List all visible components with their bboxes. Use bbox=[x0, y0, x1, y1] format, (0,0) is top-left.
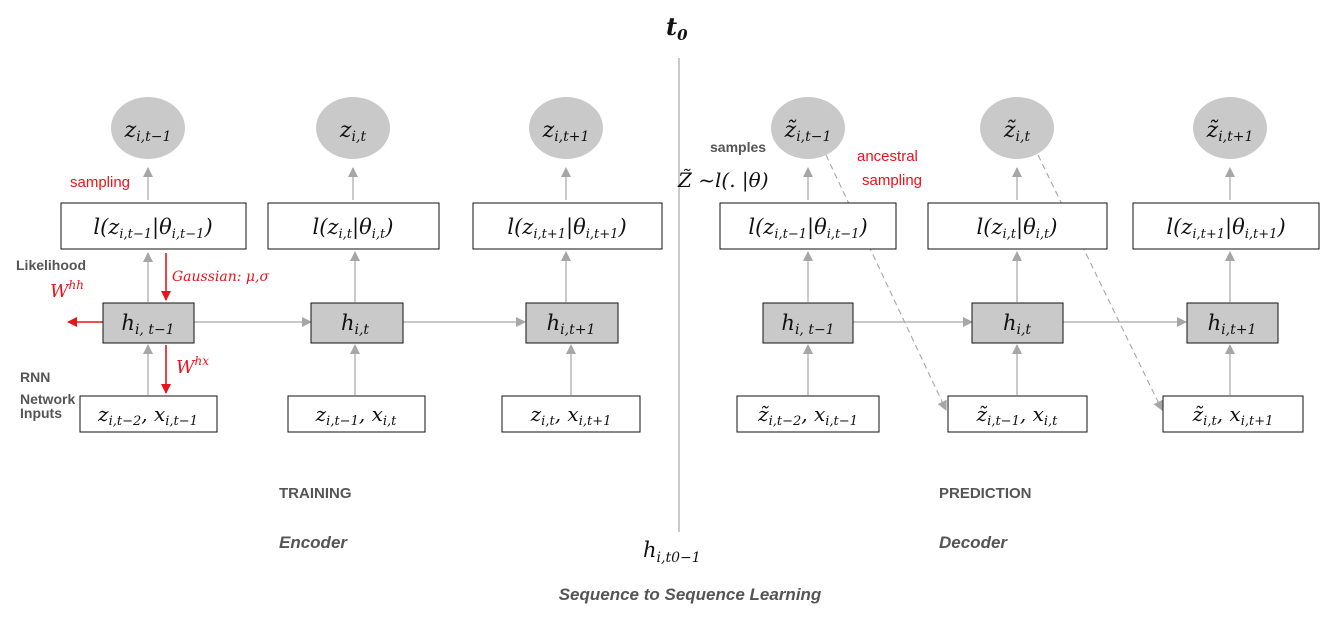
prediction-input-box bbox=[1162, 395, 1304, 433]
training-likelihood-box bbox=[60, 202, 247, 250]
prediction-input-label: z̃i,t−1, xi,t bbox=[976, 402, 1059, 429]
prediction-input-label: z̃i,t−2, xi,t−1 bbox=[757, 402, 858, 429]
prediction-output-node bbox=[980, 97, 1054, 159]
training-likelihood-label: l(zi,t+1|θi,t+1) bbox=[507, 215, 626, 242]
prediction-likelihood-label: l(zi,t+1|θi,t+1) bbox=[1166, 215, 1285, 242]
training-hidden-label: hi,t bbox=[341, 311, 369, 338]
training-arrows bbox=[143, 167, 576, 395]
training-input-label: zi,t, xi,t+1 bbox=[530, 402, 612, 429]
training-input-box bbox=[501, 395, 641, 433]
training-input-label: zi,t−1, xi,t bbox=[315, 402, 398, 429]
encoder-label: Encoder bbox=[279, 533, 348, 552]
training-input-label: zi,t−2, xi,t−1 bbox=[97, 402, 198, 429]
prediction-likelihoods: l(zi,t−1|θi,t−1) l(zi,t|θi,t) l(zi,t+1|θ… bbox=[719, 202, 1320, 250]
prediction-output-node bbox=[771, 97, 845, 159]
training-section-label: TRAINING bbox=[279, 485, 352, 502]
ancestral-sampling-arrows bbox=[825, 154, 1163, 411]
prediction-hidden-states: hi, t−1 hi,t hi,t+1 bbox=[762, 302, 1279, 344]
training-output-label: zi,t bbox=[339, 118, 367, 145]
training-output-node bbox=[316, 97, 390, 159]
prediction-hidden-box bbox=[1186, 302, 1279, 344]
likelihood-label: Likelihood bbox=[16, 257, 86, 273]
training-output-label: zi,t−1 bbox=[124, 118, 172, 145]
prediction-hidden-label: hi, t−1 bbox=[781, 311, 834, 338]
prediction-output-label: z̃i,t bbox=[1003, 118, 1031, 145]
t0-label: t0 bbox=[666, 12, 688, 44]
ancestral-label: ancestral bbox=[857, 148, 918, 165]
sampling-label: sampling bbox=[70, 174, 130, 191]
prediction-hidden-box bbox=[971, 302, 1064, 344]
training-likelihood-label: l(zi,t|θi,t) bbox=[313, 215, 394, 242]
training-output-label: zi,t+1 bbox=[542, 118, 590, 145]
training-input-box bbox=[287, 395, 426, 433]
training-outputs: zi,t−1 zi,t zi,t+1 bbox=[111, 97, 603, 159]
ancestral-sampling-label: sampling bbox=[862, 172, 922, 189]
training-output-node bbox=[111, 97, 185, 159]
sample-distribution-formula: Z̃ ~l(. |θ) bbox=[677, 168, 769, 193]
training-hidden-box bbox=[310, 302, 404, 344]
training-inputs: zi,t−2, xi,t−1 zi,t−1, xi,t zi,t, xi,t+1 bbox=[79, 395, 641, 433]
prediction-inputs: z̃i,t−2, xi,t−1 z̃i,t−1, xi,t z̃i,t, xi,… bbox=[736, 395, 1304, 433]
prediction-output-label: z̃i,t+1 bbox=[1206, 118, 1254, 145]
diagram-title: Sequence to Sequence Learning bbox=[559, 585, 822, 604]
training-hidden-label: hi, t−1 bbox=[121, 311, 174, 338]
prediction-outputs: z̃i,t−1 z̃i,t z̃i,t+1 bbox=[771, 97, 1267, 159]
prediction-hidden-box bbox=[762, 302, 854, 344]
training-likelihoods: l(zi,t−1|θi,t−1) l(zi,t|θi,t) l(zi,t+1|θ… bbox=[60, 202, 663, 250]
whh-label: Whh bbox=[50, 278, 84, 302]
prediction-hidden-label: hi,t bbox=[1003, 311, 1031, 338]
prediction-likelihood-label: l(zi,t|θi,t) bbox=[977, 215, 1058, 242]
h-t0-label: hi,t0−1 bbox=[643, 538, 701, 566]
training-hidden-label: hi,t+1 bbox=[547, 311, 596, 338]
gaussian-label: Gaussian: μ,σ bbox=[172, 269, 269, 285]
prediction-likelihood-box bbox=[1132, 202, 1320, 250]
network-label: Network bbox=[20, 391, 75, 407]
training-input-box bbox=[79, 395, 218, 433]
prediction-likelihood-box bbox=[719, 202, 897, 250]
prediction-input-label: z̃i,t, xi,t+1 bbox=[1192, 402, 1274, 429]
training-likelihood-label: l(zi,t−1|θi,t−1) bbox=[93, 215, 212, 242]
prediction-output-node bbox=[1193, 97, 1267, 159]
prediction-hidden-label: hi,t+1 bbox=[1208, 311, 1257, 338]
inputs-label: Inputs bbox=[20, 405, 62, 421]
prediction-input-box bbox=[736, 395, 880, 433]
training-hidden-box bbox=[525, 302, 619, 344]
training-hidden-states: hi, t−1 hi,t hi,t+1 bbox=[102, 302, 619, 344]
training-hidden-box bbox=[102, 302, 195, 344]
prediction-likelihood-label: l(zi,t−1|θi,t−1) bbox=[748, 215, 867, 242]
prediction-arrows bbox=[803, 167, 1235, 395]
whx-label: Whx bbox=[176, 354, 209, 378]
training-likelihood-box bbox=[267, 202, 440, 250]
prediction-output-label: z̃i,t−1 bbox=[784, 118, 832, 145]
training-output-node bbox=[529, 97, 603, 159]
training-likelihood-box bbox=[472, 202, 663, 250]
decoder-label: Decoder bbox=[939, 533, 1008, 552]
prediction-section-label: PREDICTION bbox=[939, 485, 1032, 502]
rnn-label: RNN bbox=[20, 369, 50, 385]
prediction-likelihood-box bbox=[927, 202, 1108, 250]
prediction-input-box bbox=[947, 395, 1088, 433]
training-red-arrows bbox=[67, 253, 171, 394]
samples-label: samples bbox=[710, 139, 766, 155]
